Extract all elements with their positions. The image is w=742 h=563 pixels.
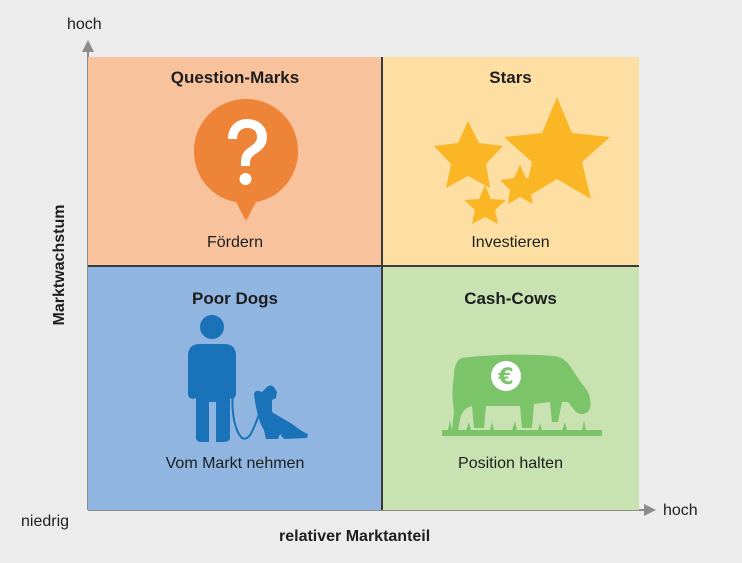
- quadrant-title: Question-Marks: [170, 68, 300, 87]
- cow-body: [452, 354, 591, 430]
- euro-circle: [491, 361, 521, 391]
- y-axis-arrowhead: [82, 40, 94, 52]
- large-star-icon: [504, 97, 610, 199]
- x-axis-title: relativer Marktanteil: [279, 528, 431, 545]
- quadrant-action: Vom Markt nehmen: [165, 455, 305, 472]
- quadrant-poor-dogs: Poor Dogs Vom Markt nehmen: [88, 266, 382, 510]
- x-axis-high-label: hoch: [663, 502, 698, 519]
- person-with-dog-icon: [188, 315, 308, 442]
- quadrant-action: Position halten: [458, 455, 563, 472]
- quadrant-action: Fördern: [206, 234, 264, 251]
- person-head: [200, 315, 224, 339]
- vertical-divider: [381, 57, 383, 510]
- euro-cow-icon: €: [442, 354, 602, 436]
- quadrant-title: Poor Dogs: [192, 289, 278, 308]
- leash: [231, 383, 261, 440]
- quadrant-stars: Stars Investieren: [382, 57, 639, 266]
- quadrant-question-marks: Question-Marks Fördern: [88, 57, 382, 266]
- x-axis-arrowhead: [644, 504, 656, 516]
- left-star-icon: [434, 121, 503, 188]
- horizontal-divider: [88, 265, 639, 267]
- stars-icon: [434, 97, 610, 224]
- question-bubble-icon: [194, 99, 298, 221]
- quadrant-cash-cows: Cash-Cows € Position halten: [382, 266, 639, 510]
- y-axis-title: Marktwachstum: [51, 204, 68, 326]
- dog: [254, 385, 308, 439]
- bottom-star-icon: [464, 185, 506, 224]
- person-body: [188, 344, 236, 442]
- small-star-icon: [500, 165, 540, 204]
- origin-low-label: niedrig: [21, 513, 70, 530]
- y-axis-high-label: hoch: [67, 16, 102, 33]
- quadrant-title: Cash-Cows: [464, 289, 557, 308]
- quadrant-title: Stars: [489, 68, 532, 87]
- quadrant-action: Investieren: [471, 234, 550, 251]
- euro-symbol-icon: €: [497, 365, 513, 390]
- grass: [442, 420, 602, 436]
